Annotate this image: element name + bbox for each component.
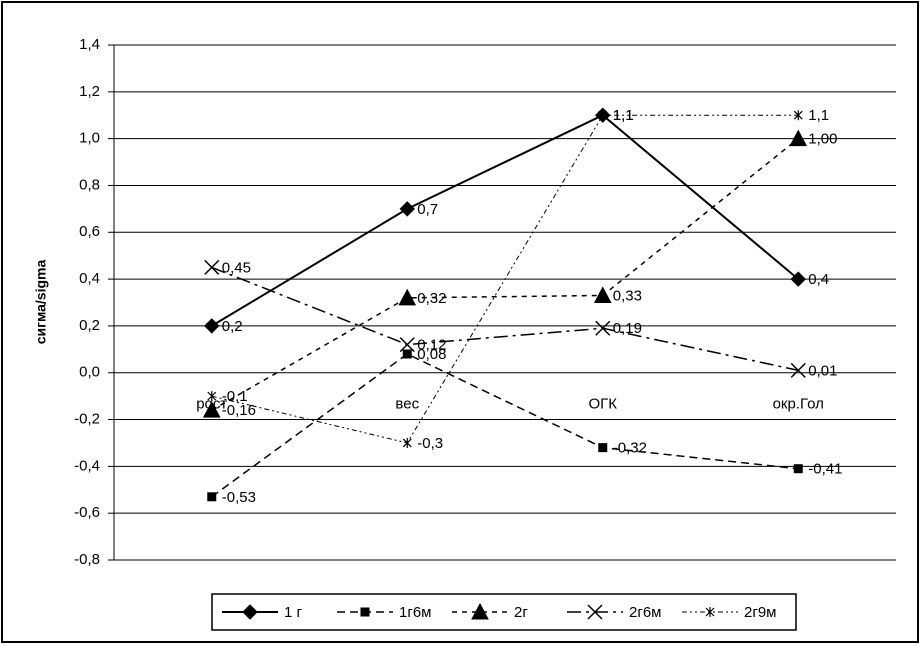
series-line xyxy=(211,114,799,444)
y-tick-label: -0,8 xyxy=(74,551,100,568)
marker xyxy=(207,391,217,402)
data-label: -0,3 xyxy=(417,435,443,452)
data-label: -0,53 xyxy=(222,489,256,506)
legend-label: 2г9м xyxy=(744,604,776,621)
data-label: 0,2 xyxy=(222,318,243,335)
marker xyxy=(598,443,608,453)
legend-label: 2г6м xyxy=(629,604,661,621)
y-tick-label: 1,0 xyxy=(79,130,100,147)
data-label: -0,41 xyxy=(808,461,842,478)
legend-label: 1г6м xyxy=(399,604,431,621)
y-tick-label: -0,2 xyxy=(74,411,100,428)
data-label: -0,16 xyxy=(222,402,256,419)
y-tick-label: 0,4 xyxy=(79,270,100,287)
data-label: 0,19 xyxy=(613,320,642,337)
y-tick-label: -0,4 xyxy=(74,457,100,474)
x-tick-label: окр.Гол xyxy=(773,396,824,413)
data-label: -0,32 xyxy=(613,440,647,457)
y-axis-title: сигма/sigma xyxy=(33,260,49,345)
marker xyxy=(207,492,217,502)
marker xyxy=(793,110,803,121)
y-tick-label: 1,4 xyxy=(79,36,100,53)
y-tick-label: 0,6 xyxy=(79,223,100,240)
marker xyxy=(399,337,415,353)
marker xyxy=(398,288,417,306)
data-label: 0,12 xyxy=(417,337,446,354)
legend-label: 2г xyxy=(514,604,528,621)
marker xyxy=(402,437,412,448)
marker xyxy=(399,201,415,217)
legend-marker xyxy=(587,604,603,620)
data-label: 1,00 xyxy=(808,131,837,148)
data-label: 0,4 xyxy=(808,271,829,288)
data-label: 0,01 xyxy=(808,362,837,379)
series-line xyxy=(211,138,799,411)
data-label: -0,1 xyxy=(222,388,248,405)
y-tick-label: 0,0 xyxy=(79,364,100,381)
marker xyxy=(793,464,803,474)
data-label: 0,7 xyxy=(417,201,438,218)
legend-marker xyxy=(705,607,715,617)
marker xyxy=(595,320,611,336)
marker xyxy=(402,349,412,359)
series-line xyxy=(211,266,799,372)
y-tick-label: 0,2 xyxy=(79,317,100,334)
marker xyxy=(202,401,221,418)
y-tick-label: 0,8 xyxy=(79,176,100,193)
marker xyxy=(204,259,220,275)
y-tick-label: -0,6 xyxy=(74,504,100,521)
data-label: 0,08 xyxy=(417,346,446,363)
legend-marker xyxy=(471,602,489,620)
marker xyxy=(598,110,608,121)
legend-marker xyxy=(360,607,370,617)
x-tick-label: вес xyxy=(395,396,419,413)
data-label: 0,45 xyxy=(222,259,251,276)
marker xyxy=(204,318,220,334)
x-tick-label: ОГК xyxy=(588,396,617,413)
legend-marker xyxy=(242,604,258,620)
data-label: 0,33 xyxy=(613,287,642,304)
legend-label: 1 г xyxy=(284,604,303,621)
series-line xyxy=(211,353,799,498)
data-label: 1,1 xyxy=(808,107,829,124)
marker xyxy=(790,362,806,378)
data-label: 1,1 xyxy=(613,107,634,124)
y-tick-label: 1,2 xyxy=(79,83,100,100)
marker xyxy=(593,286,612,303)
data-label: 0,32 xyxy=(417,290,446,307)
marker xyxy=(789,129,808,147)
series-line xyxy=(211,114,799,327)
marker xyxy=(790,271,806,287)
